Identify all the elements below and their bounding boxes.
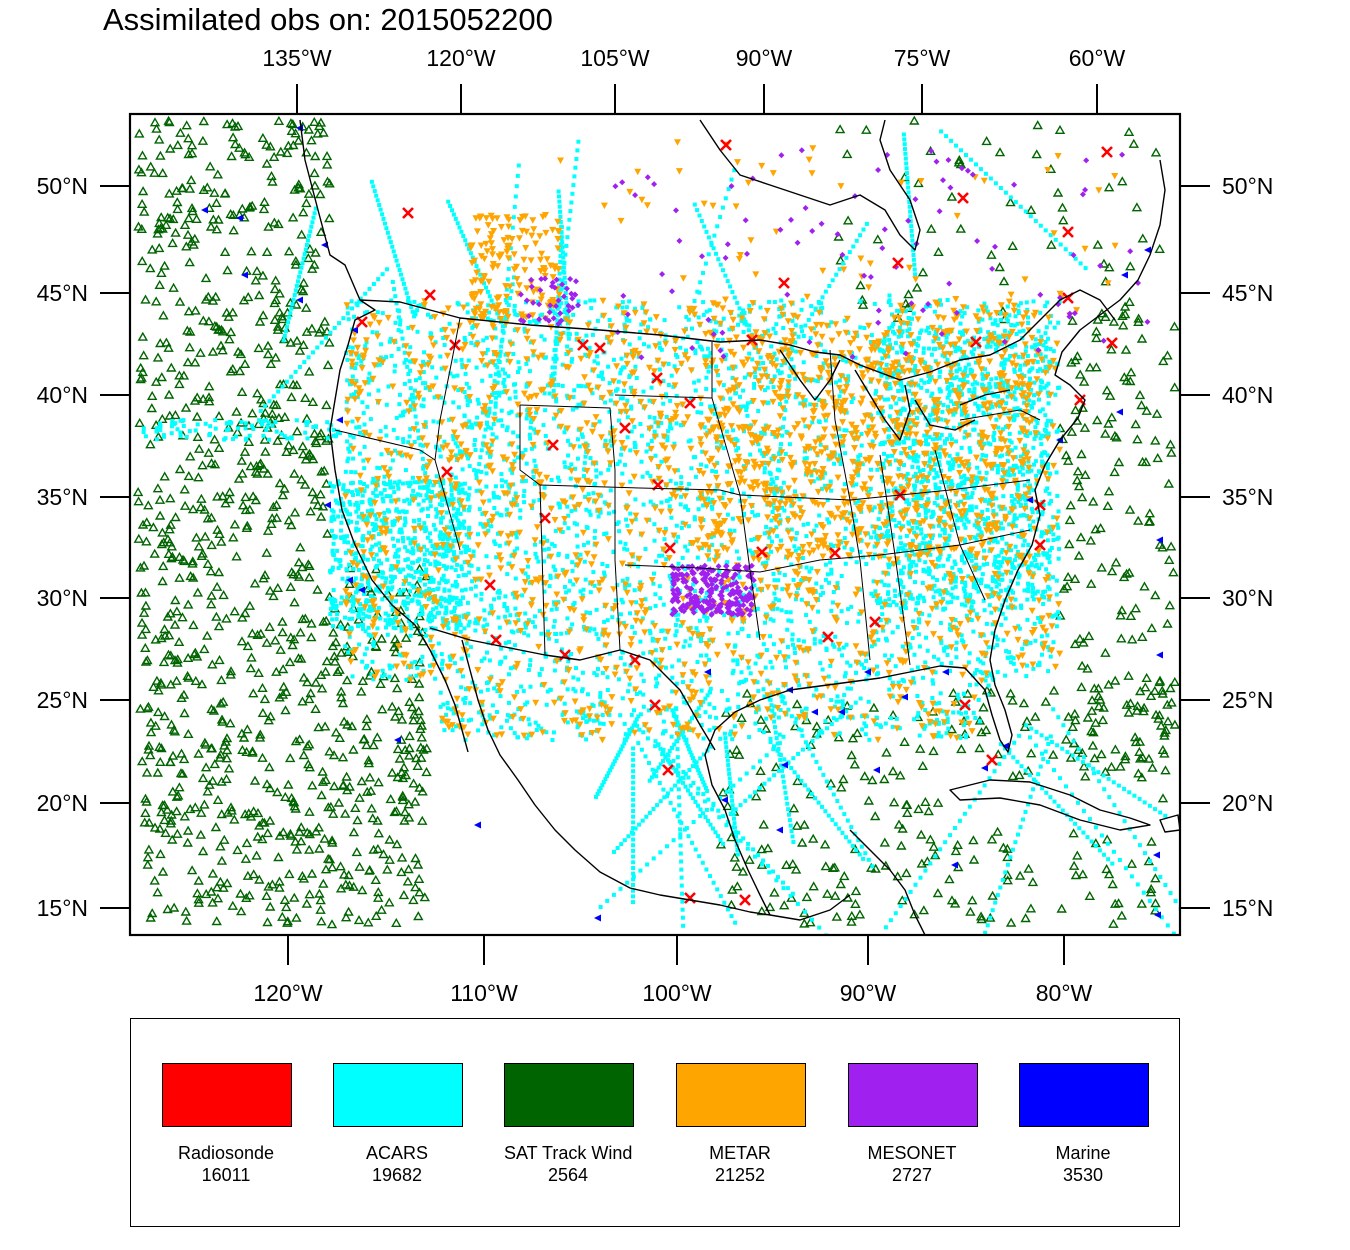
coastline xyxy=(1159,814,1180,833)
legend-swatch xyxy=(848,1063,978,1127)
lat-tick-label-right: 40°N xyxy=(1222,382,1273,408)
legend-count: 19682 xyxy=(371,1165,423,1185)
lon-tick-label-top: 135°W xyxy=(262,45,332,71)
lat-tick-label-right: 35°N xyxy=(1222,484,1273,510)
coastline xyxy=(854,369,911,441)
observation-markers xyxy=(132,115,1180,935)
lon-tick-label-top: 60°W xyxy=(1069,45,1126,71)
state-border xyxy=(519,405,546,656)
observation-map: 15°N 15°N 20°N 20°N 25°N 25°N 30°N 30°N 35°N 35°N… xyxy=(37,45,1274,1006)
lat-tick-label-right: 15°N xyxy=(1222,895,1273,921)
legend-count: 2727 xyxy=(891,1165,933,1185)
map-title: Assimilated obs on: 2015052200 xyxy=(103,2,553,37)
legend-label: Marine xyxy=(1055,1143,1111,1163)
lat-tick-label-right: 50°N xyxy=(1222,173,1273,199)
legend-item-mesonet: MESONET 2727 xyxy=(848,1063,978,1185)
legend-swatch xyxy=(333,1063,463,1127)
state-border xyxy=(959,409,1041,421)
coastlines-and-borders xyxy=(299,119,1180,935)
coastline xyxy=(959,389,1011,406)
coastline xyxy=(949,779,1151,831)
state-border xyxy=(934,449,986,601)
coastline xyxy=(989,159,1166,661)
lat-tick-label-left: 20°N xyxy=(37,790,88,816)
legend-label: ACARS xyxy=(365,1143,428,1163)
coastline xyxy=(429,627,716,751)
legend-count: 2564 xyxy=(547,1165,589,1185)
state-border xyxy=(759,529,1031,573)
coastline xyxy=(704,659,1013,916)
legend-swatch xyxy=(162,1063,292,1127)
coastline xyxy=(849,829,926,935)
state-border xyxy=(624,564,761,573)
lon-tick-label-bottom: 80°W xyxy=(1036,980,1093,1006)
state-border xyxy=(539,484,741,496)
legend-swatch xyxy=(504,1063,634,1127)
legend-label: METAR xyxy=(709,1143,771,1163)
lon-tick-label-top: 105°W xyxy=(580,45,650,71)
map-frame xyxy=(128,112,1182,937)
lon-tick-label-bottom: 120°W xyxy=(253,980,323,1006)
lon-tick-label-top: 75°W xyxy=(894,45,951,71)
lat-tick-label-left: 30°N xyxy=(37,585,88,611)
legend-item-marine: Marine 3530 xyxy=(1019,1063,1149,1185)
lat-tick-label-left: 40°N xyxy=(37,382,88,408)
lat-tick-label-left: 35°N xyxy=(37,484,88,510)
lon-tick-label-bottom: 110°W xyxy=(450,980,518,1006)
legend-count: 16011 xyxy=(201,1165,251,1185)
axis-labels: 15°N 15°N 20°N 20°N 25°N 25°N 30°N 30°N 35°N 35°N… xyxy=(37,45,1274,1006)
lat-tick-label-right: 25°N xyxy=(1222,687,1273,713)
lon-tick-label-top: 90°W xyxy=(736,45,793,71)
lon-tick-label-bottom: 100°W xyxy=(642,980,712,1006)
legend-label: SAT Track Wind xyxy=(504,1143,633,1163)
legend: Radiosonde 16011 ACARS 19682 SAT Track Wind 2… xyxy=(130,1018,1180,1227)
lat-tick-label-left: 45°N xyxy=(37,280,88,306)
coastline xyxy=(299,119,469,753)
coastline xyxy=(461,639,771,916)
legend-swatch xyxy=(676,1063,806,1127)
lat-tick-label-right: 20°N xyxy=(1222,790,1273,816)
coastline xyxy=(759,289,1116,381)
state-border xyxy=(739,479,1031,501)
state-border xyxy=(519,404,621,651)
coastline xyxy=(359,299,761,343)
legend-count: 21252 xyxy=(714,1165,766,1185)
lat-tick-label-left: 15°N xyxy=(37,895,88,921)
state-border xyxy=(879,454,911,666)
state-border xyxy=(829,349,871,661)
legend-item-radiosonde: Radiosonde 16011 xyxy=(162,1063,292,1185)
legend-item-acars: ACARS 19682 xyxy=(333,1063,463,1185)
lon-tick-label-bottom: 90°W xyxy=(840,980,897,1006)
lat-tick-label-right: 45°N xyxy=(1222,280,1273,306)
coastline xyxy=(779,349,841,401)
lon-tick-label-top: 120°W xyxy=(426,45,496,71)
coastline xyxy=(769,894,851,921)
legend-count: 3530 xyxy=(1062,1165,1104,1185)
legend-item-metar: METAR 21252 xyxy=(676,1063,806,1185)
lat-tick-label-right: 30°N xyxy=(1222,585,1273,611)
lat-tick-label-left: 50°N xyxy=(37,173,88,199)
coastline xyxy=(914,399,976,431)
lat-tick-label-left: 25°N xyxy=(37,687,88,713)
axis-ticks xyxy=(100,84,1210,965)
legend-item-sat-track-wind: SAT Track Wind 2564 xyxy=(504,1063,634,1185)
state-border xyxy=(434,317,461,551)
legend-label: Radiosonde xyxy=(177,1143,275,1163)
legend-swatch xyxy=(1019,1063,1149,1127)
legend-label: MESONET xyxy=(867,1143,957,1163)
state-border xyxy=(334,429,436,461)
coastline xyxy=(699,119,921,251)
